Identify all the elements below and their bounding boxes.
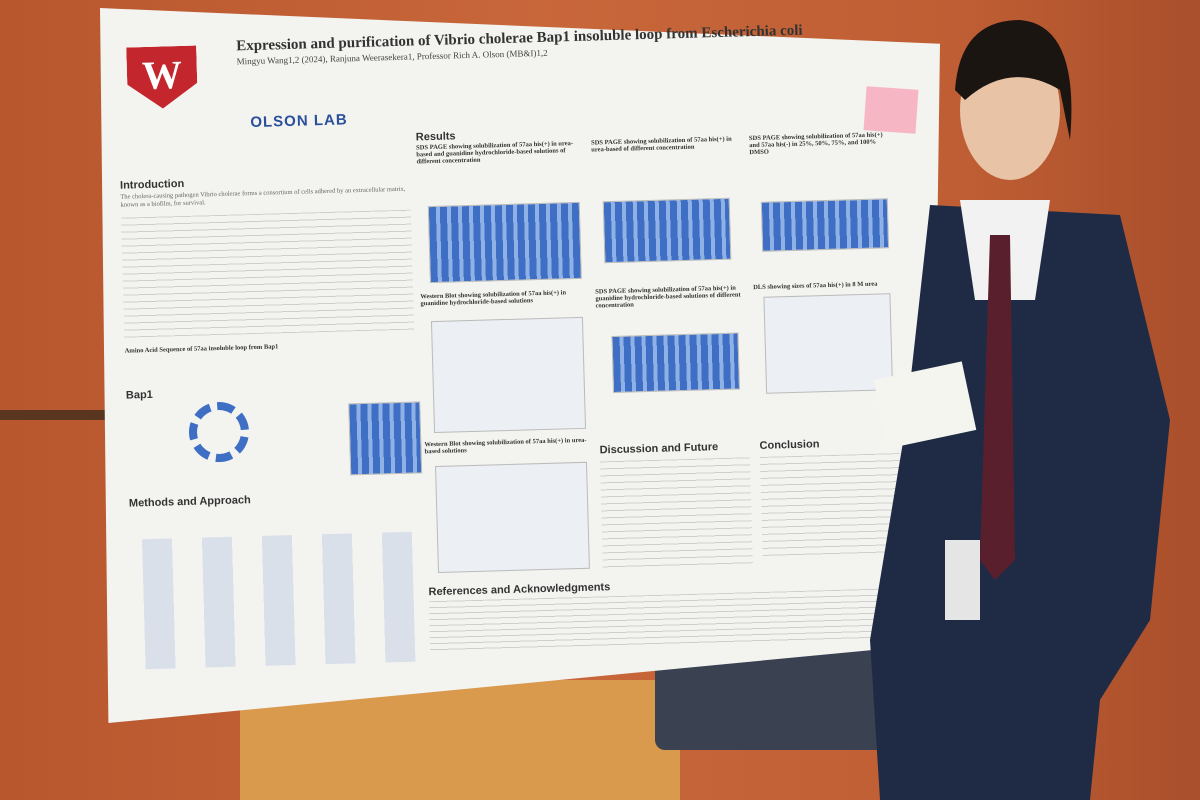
suit: [870, 205, 1170, 800]
railing: [0, 410, 110, 420]
tie: [980, 235, 1015, 580]
badge-photo: [873, 361, 977, 449]
hair: [955, 20, 1072, 140]
id-badge: [945, 540, 980, 620]
